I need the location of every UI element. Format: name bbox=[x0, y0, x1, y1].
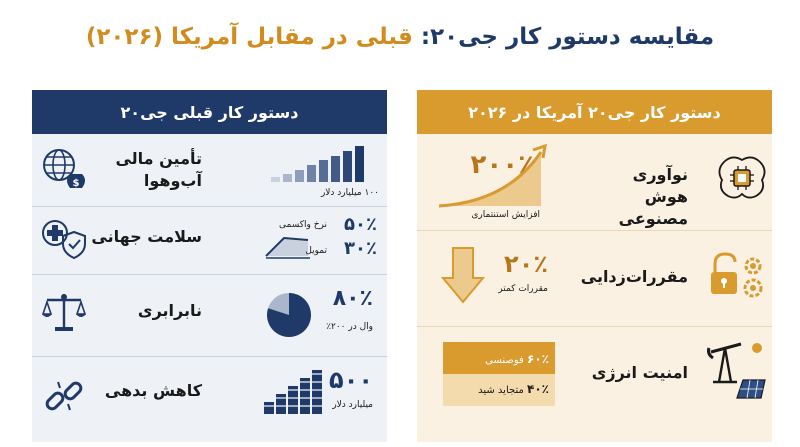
globe-money-icon: $ bbox=[43, 149, 85, 189]
ai-innovation-label-2: هوش مصنوعی bbox=[618, 187, 688, 228]
ai-innovation-label-1: نوآوری bbox=[632, 165, 688, 184]
vaccine-rate-label: نرخ واکسمی bbox=[278, 220, 327, 230]
area-trend-icon bbox=[265, 236, 310, 259]
funding-label: تمویل bbox=[305, 246, 327, 256]
title-part2: قبلی در مقابل آمریکا (۲۰۲۶) bbox=[85, 24, 413, 50]
divider bbox=[32, 274, 387, 275]
energy-mix-box: ۶۰٪ فوصنسی ۴۰٪ متجاید شید bbox=[443, 342, 555, 406]
vaccine-rate-value: ۵۰٪ bbox=[344, 214, 377, 235]
oil-pump-solar-icon bbox=[707, 342, 766, 399]
funding-value: ۳۰٪ bbox=[344, 238, 377, 259]
previous-agenda-panel: دستور کار قبلی جی۲۰ $ تأمین مالی آب‌وهوا… bbox=[32, 90, 387, 442]
scales-icon bbox=[42, 294, 86, 331]
divider bbox=[32, 356, 387, 357]
inequality-row: نابرابری ۸۰٪ وال در ۲۰۰٪ bbox=[32, 276, 387, 352]
debt-relief-row: کاهش بدهی ۵۰۰ میلیارد دلار bbox=[32, 358, 387, 442]
inequality-value: ۸۰٪ bbox=[332, 286, 373, 311]
us-agenda-panel: دستور کار جی۲۰ آمریکا در ۲۰۲۶ ۲۰۰٪ افزای… bbox=[417, 90, 772, 442]
deregulation-label: مقررات‌زدایی bbox=[580, 267, 688, 286]
energy-security-row: ۶۰٪ فوصنسی ۴۰٪ متجاید شید امنیت انرژی bbox=[417, 328, 772, 442]
debt-relief-value: ۵۰۰ bbox=[329, 366, 373, 394]
us-agenda-header: دستور کار جی۲۰ آمریکا در ۲۰۲۶ bbox=[417, 90, 772, 134]
debt-relief-label: کاهش بدهی bbox=[104, 381, 202, 400]
pie-chart bbox=[267, 293, 311, 337]
climate-finance-stat: ۱۰۰ میلیارد دلار bbox=[320, 188, 379, 198]
renewable-value: ۴۰٪ bbox=[527, 382, 549, 396]
global-health-label: سلامت جهانی bbox=[91, 227, 202, 246]
climate-finance-label-2: آب‌وهوا bbox=[143, 171, 202, 190]
energy-security-label: امنیت انرژی bbox=[591, 363, 688, 382]
global-health-row: سلامت جهانی ۵۰٪ نرخ واکسمی ۳۰٪ تمویل bbox=[32, 208, 387, 270]
divider bbox=[32, 206, 387, 207]
broken-chain-icon bbox=[45, 381, 83, 411]
inequality-stat-label: وال در ۲۰۰٪ bbox=[326, 322, 373, 332]
pie-slice bbox=[267, 293, 311, 337]
bar-chart-icon bbox=[271, 146, 364, 182]
title-part1: مقایسه دستور کار جی۲۰: bbox=[420, 24, 715, 50]
fossil-label: فوصنسی bbox=[485, 355, 524, 366]
renewable-label: متجاید شید bbox=[478, 385, 524, 396]
previous-agenda-header: دستور کار قبلی جی۲۰ bbox=[32, 90, 387, 134]
svg-text:$: $ bbox=[73, 178, 80, 189]
down-arrow-icon bbox=[441, 247, 485, 304]
deregulation-value: ۲۰٪ bbox=[504, 250, 548, 278]
growth-curve-icon bbox=[438, 144, 547, 208]
ai-brain-chip-icon bbox=[718, 156, 766, 199]
inequality-label: نابرابری bbox=[137, 301, 202, 320]
climate-finance-row: $ تأمین مالی آب‌وهوا ۱۰۰ میلیارد دلار bbox=[32, 134, 387, 202]
energy-mix-graphic bbox=[443, 342, 555, 406]
divider bbox=[417, 326, 772, 327]
ai-innovation-row: ۲۰۰٪ افزایش استنتماری نوآوری هوش مصنوعی bbox=[417, 134, 772, 228]
climate-finance-label-1: تأمین مالی bbox=[115, 149, 202, 168]
deregulation-row: ۲۰٪ مقررات کمتر مقررات‌زدایی bbox=[417, 232, 772, 324]
ai-innovation-stat-label: افزایش استنتماری bbox=[471, 210, 540, 220]
page-title: مقایسه دستور کار جی۲۰: قبلی در مقابل آمر… bbox=[0, 24, 800, 50]
health-shield-icon bbox=[42, 220, 86, 260]
stacked-bars-icon bbox=[262, 370, 326, 414]
fossil-value: ۶۰٪ bbox=[527, 352, 549, 366]
deregulation-stat-label: مقررات کمتر bbox=[498, 284, 548, 294]
debt-relief-stat-label: میلیارد دلار bbox=[332, 400, 373, 410]
unlocked-gears-icon bbox=[711, 252, 763, 298]
divider bbox=[417, 230, 772, 231]
